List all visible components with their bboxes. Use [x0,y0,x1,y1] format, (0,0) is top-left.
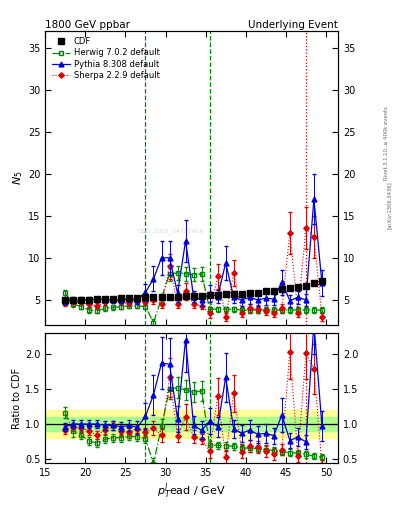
Text: CDS_2001_S4751469: CDS_2001_S4751469 [138,228,204,234]
Text: [arXiv:1306.3436]: [arXiv:1306.3436] [387,181,392,229]
Text: Rivet 3.1.10, ≥ 400k events: Rivet 3.1.10, ≥ 400k events [383,106,388,180]
Bar [45,417,338,431]
Legend: CDF, Herwig 7.0.2 default, Pythia 8.308 default, Sherpa 2.2.9 default: CDF, Herwig 7.0.2 default, Pythia 8.308 … [50,35,162,82]
Text: 1800 GeV ppbar: 1800 GeV ppbar [45,20,130,30]
Text: Underlying Event: Underlying Event [248,20,338,30]
X-axis label: $p_T^{l}$ead / GeV: $p_T^{l}$ead / GeV [157,481,226,501]
Y-axis label: Ratio to CDF: Ratio to CDF [12,368,22,429]
Y-axis label: $N_5$: $N_5$ [11,170,25,185]
Bar [45,410,338,438]
